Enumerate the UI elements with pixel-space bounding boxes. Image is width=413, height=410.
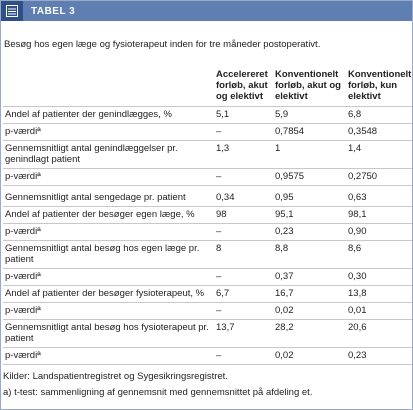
cell-value: 98 <box>216 209 227 220</box>
cell-value: 1 <box>275 143 281 154</box>
header-bar: TABEL 3 <box>1 1 412 21</box>
table-row: Andel af patienter der genindlægges, % 5,… <box>3 107 412 124</box>
note: a) t-test: sammenligning af gennemsnit m… <box>3 387 313 398</box>
table-title: TABEL 3 <box>31 5 76 17</box>
cell-value: 6,7 <box>216 288 230 299</box>
table-row: p-værdiª – 0,02 0,01 <box>3 303 412 320</box>
cell-value: – <box>216 305 222 316</box>
cell-value: 13,8 <box>348 288 367 299</box>
table-row: p-værdiª – 0,02 0,23 <box>3 348 412 365</box>
row-label: p-værdiª <box>5 350 41 361</box>
cell-value: 0,02 <box>275 305 294 316</box>
cell-value: 0,95 <box>275 192 294 203</box>
row-label: Andel af patienter der genindlægges, % <box>5 109 172 120</box>
cell-value: 0,3548 <box>348 126 378 137</box>
cell-value: 0,23 <box>348 350 367 361</box>
cell-value: 98,1 <box>348 209 367 220</box>
column-header <box>3 67 214 107</box>
cell-value: 13,7 <box>216 322 235 333</box>
table-row: Gennemsnitligt antal sengedage pr. patie… <box>3 186 412 207</box>
table-row: p-værdiª – 0,37 0,30 <box>3 269 412 286</box>
cell-value: 0,37 <box>275 271 294 282</box>
cell-value: 0,63 <box>348 192 367 203</box>
cell-value: – <box>216 126 222 137</box>
cell-value: 1,4 <box>348 143 362 154</box>
table-row: Andel af patienter der besøger egen læge… <box>3 207 412 224</box>
row-label: p-værdiª <box>5 305 41 316</box>
cell-value: 0,23 <box>275 226 294 237</box>
data-table: Accelereret forløb, akut og elektivt Konv… <box>3 67 412 365</box>
column-header: Konventionelt forløb, kun elektivt <box>348 69 412 102</box>
cell-value: 0,30 <box>348 271 367 282</box>
cell-value: 0,02 <box>275 350 294 361</box>
cell-value: 0,01 <box>348 305 367 316</box>
cell-value: 5,1 <box>216 109 230 120</box>
table-icon <box>1 1 23 21</box>
column-header: Accelereret forløb, akut og elektivt <box>216 69 268 102</box>
cell-value: – <box>216 226 222 237</box>
table-row: p-værdiª – 0,7854 0,3548 <box>3 124 412 141</box>
cell-value: 1,3 <box>216 143 230 154</box>
row-label: Andel af patienter der besøger egen læge… <box>5 209 195 220</box>
cell-value: 8 <box>216 243 222 254</box>
cell-value: 0,2750 <box>348 171 378 182</box>
cell-value: 0,90 <box>348 226 367 237</box>
cell-value: 0,7854 <box>275 126 305 137</box>
cell-value: 20,6 <box>348 322 367 333</box>
table-row: Andel af patienter der besøger fysiotera… <box>3 286 412 303</box>
cell-value: – <box>216 271 222 282</box>
cell-value: 0,9575 <box>275 171 305 182</box>
table-row: Gennemsnitligt antal genindlæggelser pr.… <box>3 141 412 169</box>
cell-value: 28,2 <box>275 322 294 333</box>
table-row: Gennemsnitligt antal besøg hos egen læge… <box>3 241 412 269</box>
cell-value: 16,7 <box>275 288 294 299</box>
notes: Kilder: Landspatientregistret og Sygesik… <box>1 365 412 401</box>
cell-value: 8,8 <box>275 243 289 254</box>
cell-value: 8,6 <box>348 243 362 254</box>
table-row: p-værdiª – 0,9575 0,2750 <box>3 169 412 186</box>
row-label: p-værdiª <box>5 171 41 182</box>
subtitle: Besøg hos egen læge og fysioterapeut ind… <box>4 39 321 50</box>
row-label: Gennemsnitligt antal genindlæggelser pr.… <box>5 143 178 165</box>
row-label: p-værdiª <box>5 126 41 137</box>
header-row: Accelereret forløb, akut og elektivt Konv… <box>3 67 412 107</box>
cell-value: 95,1 <box>275 209 294 220</box>
row-label: Andel af patienter der besøger fysiotera… <box>5 288 205 299</box>
cell-value: – <box>216 171 222 182</box>
column-header: Konventionelt forløb, akut og elektivt <box>275 69 341 102</box>
note: Kilder: Landspatientregistret og Sygesik… <box>3 371 228 382</box>
cell-value: – <box>216 350 222 361</box>
row-label: p-værdiª <box>5 226 41 237</box>
cell-value: 5,9 <box>275 109 289 120</box>
table-row: p-værdiª – 0,23 0,90 <box>3 224 412 241</box>
table-row: Gennemsnitligt antal besøg hos fysiotera… <box>3 320 412 348</box>
row-label: Gennemsnitligt antal sengedage pr. patie… <box>5 192 186 203</box>
cell-value: 6,8 <box>348 109 362 120</box>
row-label: Gennemsnitligt antal besøg hos egen læge… <box>5 243 200 265</box>
icon <box>6 5 18 17</box>
row-label: p-værdiª <box>5 271 41 282</box>
cell-value: 0,34 <box>216 192 235 203</box>
row-label: Gennemsnitligt antal besøg hos fysiotera… <box>5 322 209 344</box>
